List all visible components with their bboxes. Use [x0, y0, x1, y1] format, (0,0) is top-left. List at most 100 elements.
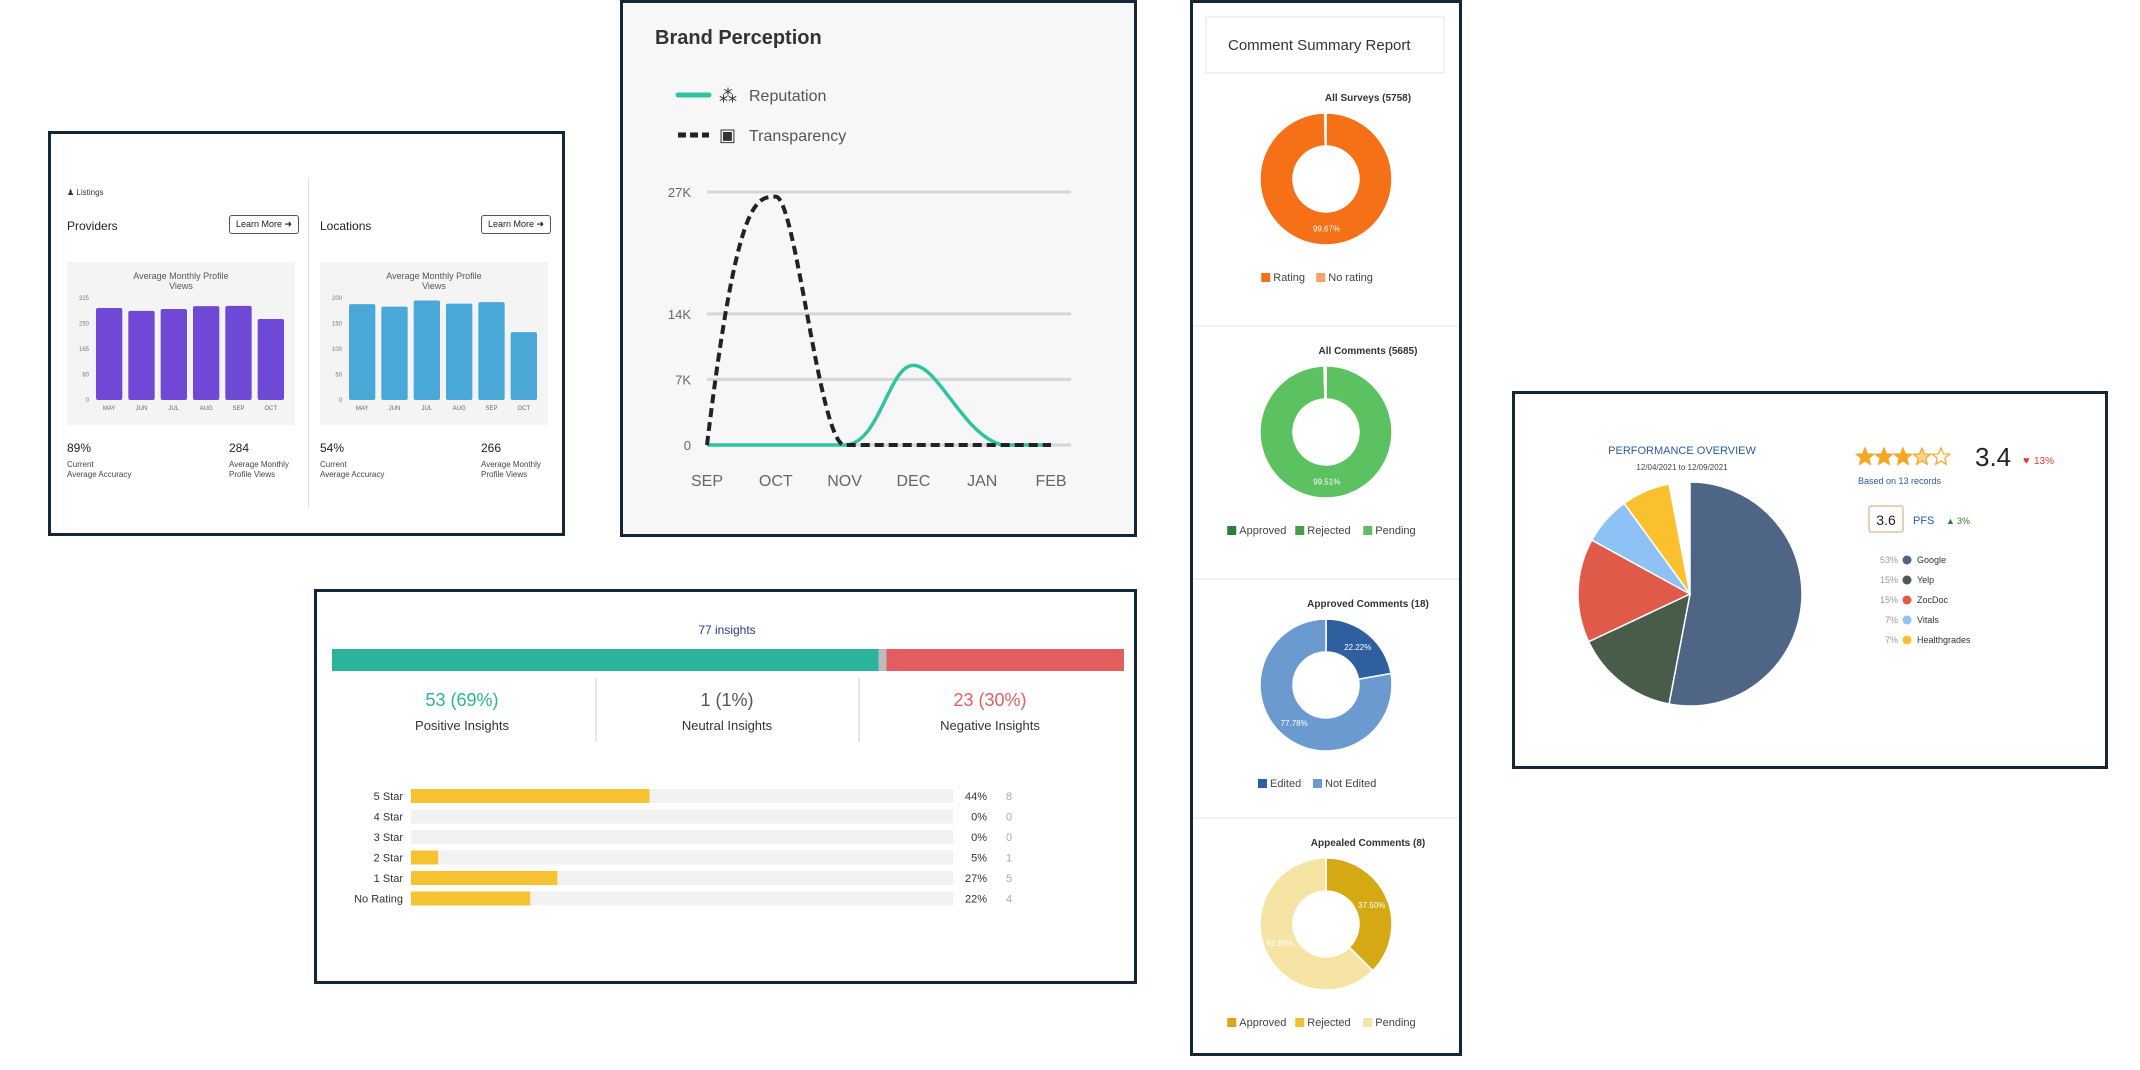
- bar-jul: [413, 300, 440, 400]
- legend-name: Healthgrades: [1917, 635, 1971, 645]
- star-row-bar: [411, 850, 439, 865]
- x-tick-label: SEP: [485, 406, 497, 412]
- legend-dot: [1902, 635, 1912, 645]
- legend-dot: [1902, 595, 1912, 605]
- y-tick-label: 7K: [675, 372, 691, 387]
- based-on: Based on 13 records: [1858, 476, 1942, 486]
- series-line-transparency: [705, 194, 1051, 447]
- star-cluster-icon: ⁂: [719, 86, 737, 106]
- locations-title: Locations: [320, 219, 372, 233]
- x-tick-label: MAY: [356, 406, 369, 412]
- listings-header-text: Listings: [76, 188, 104, 197]
- overview-title: PERFORMANCE OVERVIEW: [1608, 445, 1756, 457]
- chart-title-line2: Views: [422, 281, 446, 291]
- legend-label-transparency: Transparency: [749, 128, 846, 145]
- y-tick-label: 14K: [668, 307, 691, 322]
- y-tick-label: 150: [332, 322, 343, 328]
- legend-swatch: [1227, 526, 1237, 535]
- locations-chart: Average Monthly Profile Views 200 150 100 50 0…: [320, 262, 548, 425]
- star-icon: [1930, 446, 1952, 466]
- performance-overview-chart: PERFORMANCE OVERVIEW 12/04/2021 to 12/09/…: [1577, 442, 2054, 707]
- legend-dot: [1902, 555, 1912, 565]
- x-tick-label: FEB: [1035, 473, 1066, 490]
- legend-label-reputation: Reputation: [749, 88, 826, 105]
- legend-swatch: [1295, 526, 1305, 535]
- star-row-count: 0: [1006, 832, 1012, 844]
- legend-swatch: [1313, 779, 1322, 788]
- star-row-label: 5 Star: [374, 791, 404, 803]
- legend-pct: 53%: [1880, 555, 1898, 565]
- legend-name: Vitals: [1917, 615, 1939, 625]
- insights-panel: 77 insights 53 (69%) Positive Insights 1 (1…: [314, 589, 1137, 984]
- legend-pct: 15%: [1880, 595, 1898, 605]
- donut-slice: [1323, 112, 1327, 147]
- legend-label: Pending: [1375, 525, 1415, 537]
- pfs-up-icon: ▲: [1946, 516, 1955, 526]
- legend-label: Edited: [1270, 778, 1301, 790]
- y-tick-label: 100: [332, 347, 343, 353]
- bar-may: [349, 304, 376, 400]
- arrow-right-icon: ➜: [536, 219, 545, 229]
- x-tick-label: AUG: [200, 406, 213, 412]
- star-row-pct: 44%: [965, 791, 987, 803]
- legend-pct: 15%: [1880, 575, 1898, 585]
- star-row-track: [411, 891, 953, 906]
- slice-label: 77.78%: [1281, 719, 1308, 728]
- slice-label: 99.67%: [1313, 224, 1340, 233]
- insight-bar-segment: [332, 649, 879, 671]
- legend-dot: [1902, 575, 1912, 585]
- x-tick-label: JUN: [136, 406, 148, 412]
- locations-accuracy-label2: Average Accuracy: [320, 470, 385, 479]
- bar-jul: [160, 308, 187, 400]
- brand-perception-chart: Brand Perception ⁂ Reputation ▣ Transparency…: [655, 27, 1071, 490]
- star-icon: [1854, 446, 1876, 466]
- star-row-label: No Rating: [354, 894, 403, 906]
- star-row-label: 1 Star: [374, 873, 404, 885]
- providers-views-label1: Average Monthly: [229, 460, 289, 469]
- providers-learn-more-button[interactable]: Learn More ➜: [229, 215, 300, 234]
- insight-bar-segment: [886, 649, 1124, 671]
- y-tick-label: 200: [332, 296, 343, 302]
- star-row-pct: 22%: [965, 894, 987, 906]
- listings-panel: ♟ Listings Providers Learn More ➜ Averag…: [48, 131, 565, 536]
- y-tick-label: 50: [335, 373, 342, 379]
- comment-summary-chart: Comment Summary Report All Surveys (5758)…: [1193, 16, 1459, 1029]
- x-tick-label: SEP: [691, 473, 723, 490]
- legend-name: ZocDoc: [1917, 595, 1949, 605]
- legend-label: Rejected: [1307, 1017, 1350, 1029]
- x-tick-label: OCT: [759, 473, 793, 490]
- y-tick-label: 165: [79, 347, 90, 353]
- rating-down-icon: ♥: [2023, 455, 2030, 467]
- legend-dot: [1902, 615, 1912, 625]
- star-row-count: 1: [1006, 853, 1012, 865]
- slice-label: 62.50%: [1267, 939, 1294, 948]
- locations-accuracy-value: 54%: [320, 441, 345, 455]
- star-row-bar: [411, 789, 650, 803]
- bar-aug: [193, 306, 220, 400]
- legend-swatch: [1295, 1018, 1305, 1027]
- comment-summary-panel: Comment Summary Report All Surveys (5758)…: [1190, 0, 1462, 1056]
- legend-name: Google: [1917, 555, 1946, 565]
- locations-learn-more-label: Learn More: [488, 219, 535, 229]
- y-tick-label: 0: [339, 398, 343, 404]
- providers-title: Providers: [67, 219, 118, 233]
- slice-label: 99.51%: [1313, 477, 1340, 486]
- locations-learn-more-button[interactable]: Learn More ➜: [481, 215, 552, 234]
- rating-change: 13%: [2034, 456, 2054, 467]
- neutral-insights-label: Neutral Insights: [682, 718, 773, 733]
- bar-may: [96, 308, 123, 400]
- donut-slice: [1325, 857, 1393, 972]
- bar-sep: [478, 302, 505, 400]
- positive-insights-label: Positive Insights: [415, 718, 509, 733]
- y-tick-label: 27K: [668, 185, 691, 200]
- donut-slice: [1259, 365, 1393, 499]
- chart-title-line1: Average Monthly Profile: [133, 271, 228, 281]
- star-row-label: 2 Star: [374, 853, 404, 865]
- y-tick-label: 0: [684, 438, 691, 453]
- negative-insights-label: Negative Insights: [940, 718, 1040, 733]
- slice-label: 37.50%: [1358, 901, 1385, 910]
- series-line-reputation: [707, 363, 1051, 447]
- legend-label: Rejected: [1307, 525, 1350, 537]
- user-icon: ♟: [67, 188, 75, 197]
- listings-divider: [308, 178, 309, 508]
